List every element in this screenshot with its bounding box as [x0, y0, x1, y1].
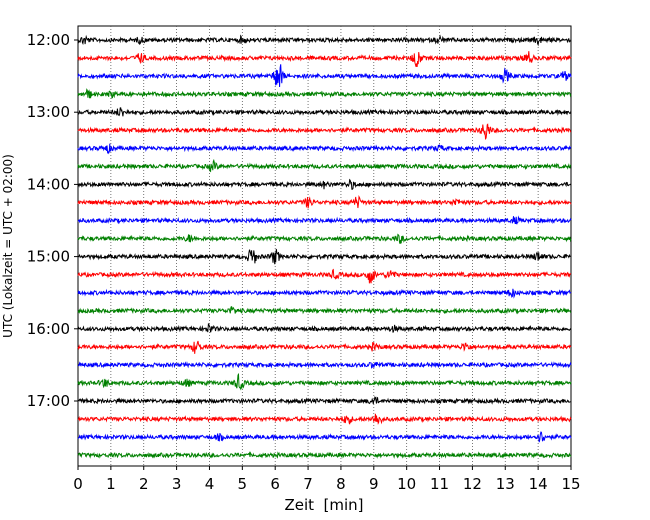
seismic-trace: [77, 248, 572, 265]
y-axis-label: UTC (Lokalzeit = UTC + 02:00): [1, 154, 15, 338]
x-tick-label: 9: [369, 475, 379, 493]
x-tick-label: 14: [529, 475, 548, 493]
x-tick-label: 15: [561, 475, 580, 493]
seismic-trace: [77, 123, 571, 141]
seismic-trace: [77, 34, 572, 47]
seismic-trace: [77, 396, 572, 405]
seismic-trace: [77, 322, 572, 333]
seismic-trace: [77, 431, 572, 443]
x-tick-label: 5: [238, 475, 248, 493]
seismic-trace: [77, 143, 572, 155]
seismic-trace: [77, 51, 572, 67]
seismic-trace: [77, 451, 572, 459]
y-tick-label: 14:00: [27, 175, 70, 193]
seismic-trace: [77, 233, 572, 244]
x-tick-label: 1: [106, 475, 116, 493]
seismic-trace: [77, 361, 572, 369]
x-tick-label: 3: [172, 475, 182, 493]
x-tick-label: 11: [430, 475, 449, 493]
trace-group: [77, 34, 572, 459]
x-tick-label: 8: [336, 475, 346, 493]
plot-frame: [77, 25, 572, 467]
seismic-trace: [77, 88, 572, 99]
x-tick-label: 12: [463, 475, 482, 493]
seismic-trace: [77, 64, 572, 88]
seismic-trace: [77, 158, 572, 173]
seismic-trace: [77, 107, 572, 117]
grid-lines: [110, 26, 539, 466]
x-tick-label: 13: [496, 475, 515, 493]
x-axis-ticks: 0 1 2 3 4 5 6 7 8 9 10 11 12 13 14 15: [73, 466, 581, 493]
seismic-trace: [77, 413, 572, 425]
y-tick-label: 13:00: [27, 103, 70, 121]
x-tick-label: 4: [205, 475, 215, 493]
y-tick-label: 15:00: [27, 248, 70, 266]
x-axis-label: Zeit [min]: [284, 496, 363, 514]
x-tick-label: 10: [397, 475, 416, 493]
x-tick-label: 0: [73, 475, 83, 493]
seismic-trace: [77, 306, 572, 315]
x-tick-label: 7: [303, 475, 313, 493]
y-tick-label: 12:00: [27, 31, 70, 49]
y-axis-ticks: 12:00 13:00 14:00 15:00 16:00 17:00: [27, 31, 78, 410]
seismic-trace: [77, 268, 571, 284]
y-tick-label: 16:00: [27, 320, 70, 338]
seismic-trace: [77, 215, 572, 225]
x-tick-label: 2: [139, 475, 149, 493]
seismic-trace: [77, 194, 572, 209]
y-tick-label: 17:00: [27, 392, 70, 410]
seismic-trace: [77, 178, 572, 190]
seismic-trace: [77, 288, 572, 299]
seismic-trace: [77, 372, 572, 391]
x-tick-label: 6: [270, 475, 280, 493]
seismic-trace: [77, 340, 572, 354]
